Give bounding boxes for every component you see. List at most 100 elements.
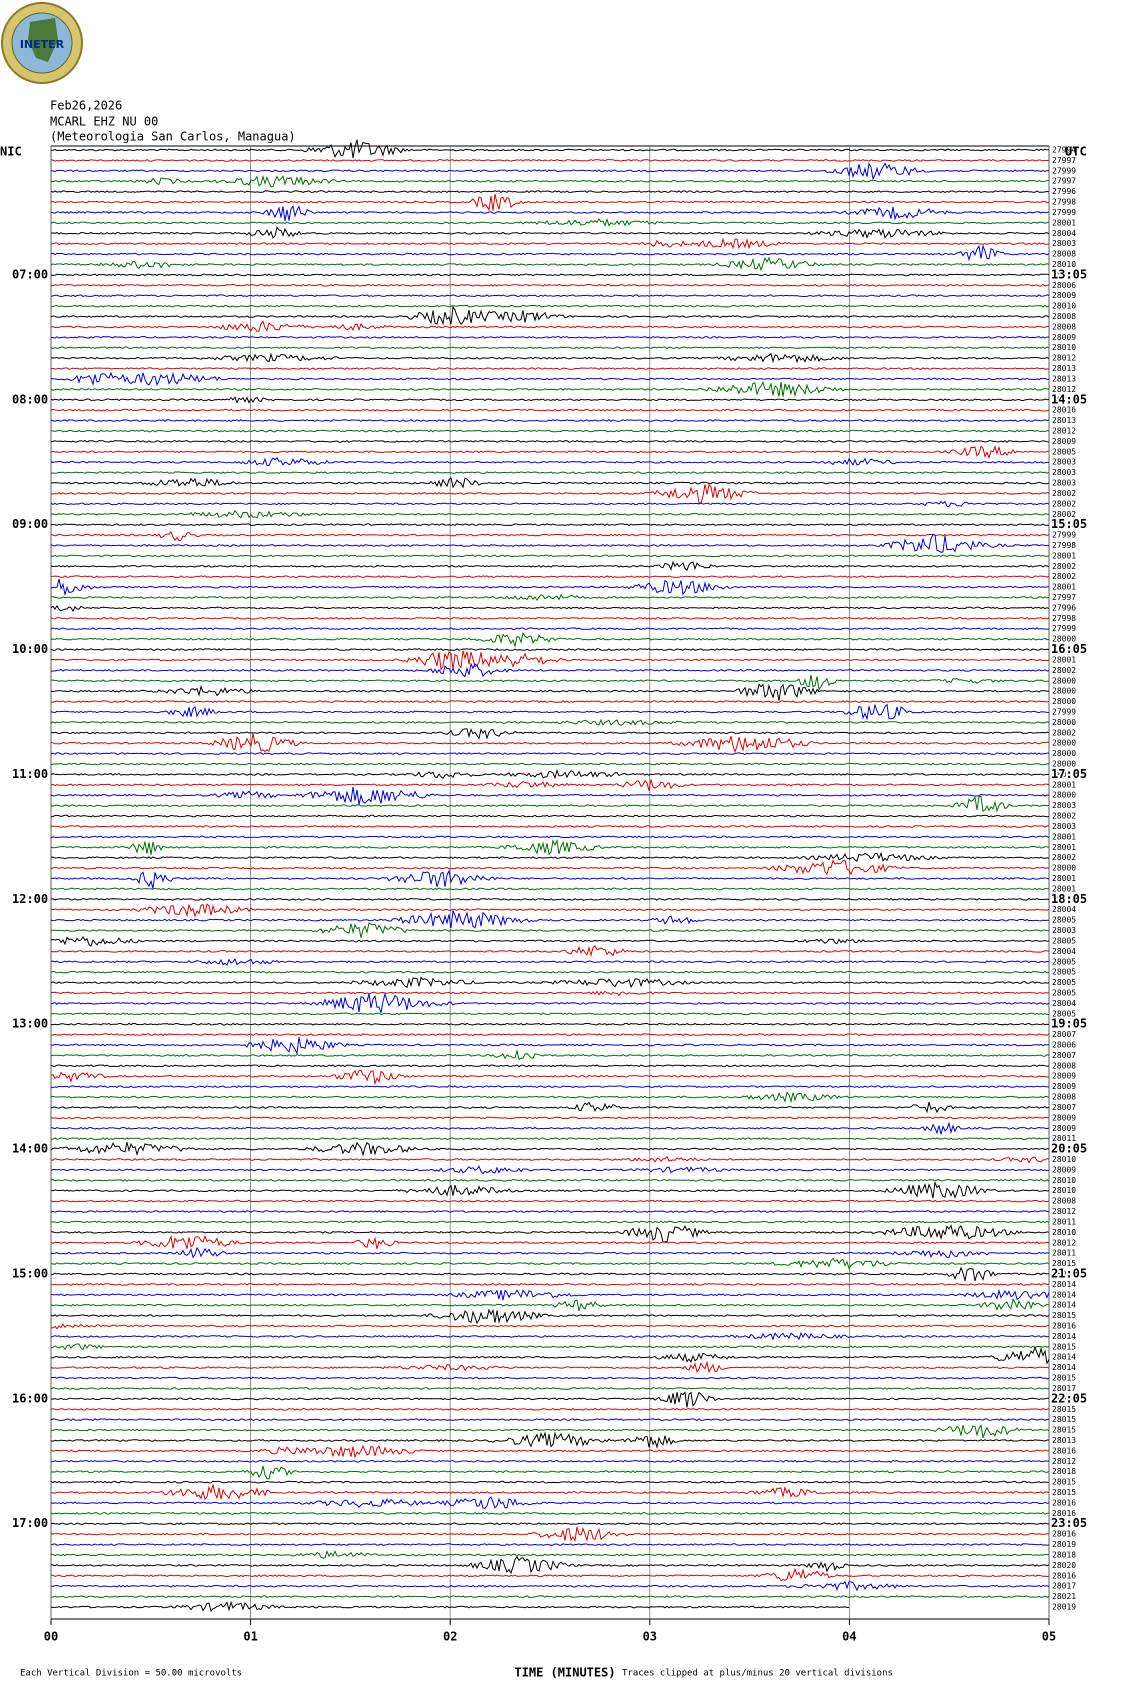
trace — [50, 1182, 1050, 1199]
row-count: 28015 — [1052, 1259, 1076, 1268]
row-count: 28015 — [1052, 1426, 1076, 1435]
location: (Meteorologia San Carlos, Managua) — [50, 130, 296, 144]
trace — [50, 593, 1050, 602]
trace — [50, 1022, 1050, 1026]
trace — [50, 648, 1050, 651]
trace — [50, 445, 1049, 460]
trace — [50, 1600, 850, 1613]
trace — [50, 440, 1050, 443]
trace — [50, 1220, 1050, 1224]
trace — [50, 851, 1050, 862]
row-count: 28006 — [1052, 1041, 1076, 1050]
trace — [50, 1137, 1050, 1141]
trace — [50, 1308, 1050, 1325]
row-count: 28005 — [1052, 936, 1076, 945]
trace — [50, 897, 1050, 901]
row-count: 28011 — [1052, 1249, 1076, 1258]
trace — [50, 476, 1050, 489]
row-count: 28009 — [1052, 1124, 1076, 1133]
trace — [50, 1257, 1050, 1270]
trace — [50, 1165, 1050, 1175]
row-count: 28010 — [1052, 1228, 1076, 1237]
row-count: 28001 — [1052, 218, 1076, 227]
row-count: 28012 — [1052, 385, 1076, 394]
row-count: 28019 — [1052, 1603, 1076, 1612]
row-count: 28005 — [1052, 916, 1076, 925]
trace — [50, 976, 1050, 989]
row-count: 27998 — [1052, 541, 1076, 550]
trace — [50, 204, 1050, 221]
row-count: 28012 — [1052, 354, 1076, 363]
trace — [50, 1085, 1050, 1088]
trace — [50, 1297, 1050, 1312]
trace — [50, 554, 1050, 558]
row-count: 28014 — [1052, 1301, 1076, 1310]
row-count: 28001 — [1052, 832, 1076, 841]
trace — [50, 922, 1050, 938]
station: MCARL EHZ NU 00 — [50, 115, 158, 129]
row-count: 28021 — [1052, 1592, 1076, 1601]
trace — [50, 162, 1049, 181]
row-count: 27999 — [1052, 208, 1076, 217]
row-count: 28016 — [1052, 406, 1076, 415]
trace — [50, 1346, 1050, 1365]
row-count: 28014 — [1052, 1363, 1076, 1372]
right-hour-label: 23:05 — [1051, 1516, 1087, 1530]
x-tick-label: 03 — [643, 1630, 657, 1644]
trace — [50, 1288, 1050, 1301]
row-count: 28008 — [1052, 1197, 1076, 1206]
trace — [50, 1199, 1050, 1203]
trace — [50, 1178, 1050, 1182]
trace — [50, 835, 1050, 839]
row-count: 28002 — [1052, 666, 1076, 675]
trace — [50, 795, 1050, 813]
trace — [50, 1224, 1050, 1243]
trace — [50, 1343, 1050, 1351]
trace — [50, 256, 1050, 272]
traces — [50, 139, 1050, 1613]
trace — [50, 945, 1050, 958]
x-tick-label: 04 — [842, 1630, 856, 1644]
row-count: 27997 — [1052, 593, 1076, 602]
row-count: 28000 — [1052, 676, 1076, 685]
trace — [50, 1484, 1050, 1501]
left-hour-label: 08:00 — [12, 392, 48, 406]
trace — [50, 578, 1050, 596]
date: Feb26,2026 — [50, 99, 122, 113]
trace — [50, 1360, 1050, 1374]
trace — [50, 509, 1050, 519]
row-count: 28007 — [1052, 1103, 1076, 1112]
trace — [50, 762, 1050, 766]
trace — [50, 887, 1050, 891]
trace — [50, 283, 1050, 287]
trace — [50, 903, 1050, 918]
trace — [50, 190, 1050, 194]
row-count: 28005 — [1052, 978, 1076, 987]
trace — [50, 1387, 1050, 1390]
row-count: 27999 — [1052, 531, 1076, 540]
row-count: 28000 — [1052, 687, 1076, 696]
trace — [50, 1091, 1050, 1104]
trace — [50, 500, 1050, 507]
row-count: 28019 — [1052, 1540, 1076, 1549]
trace — [50, 604, 1050, 613]
row-count: 27998 — [1052, 614, 1076, 623]
trace — [50, 935, 1050, 947]
trace — [50, 305, 1050, 326]
row-count: 28007 — [1052, 1051, 1076, 1060]
trace — [50, 1069, 1050, 1086]
row-count: 28001 — [1052, 884, 1076, 893]
row-count: 27999 — [1052, 624, 1076, 633]
row-count: 27997 — [1052, 156, 1076, 165]
row-count: 28008 — [1052, 322, 1076, 331]
row-count: 28009 — [1052, 1072, 1076, 1081]
trace — [50, 533, 1049, 553]
row-count: 28012 — [1052, 1238, 1076, 1247]
row-count: 28018 — [1052, 1550, 1076, 1559]
right-hour-label: 18:05 — [1051, 892, 1087, 906]
trace — [50, 419, 1050, 423]
left-hour-label: 15:00 — [12, 1266, 48, 1280]
trace — [50, 575, 1050, 579]
trace — [50, 786, 1050, 805]
